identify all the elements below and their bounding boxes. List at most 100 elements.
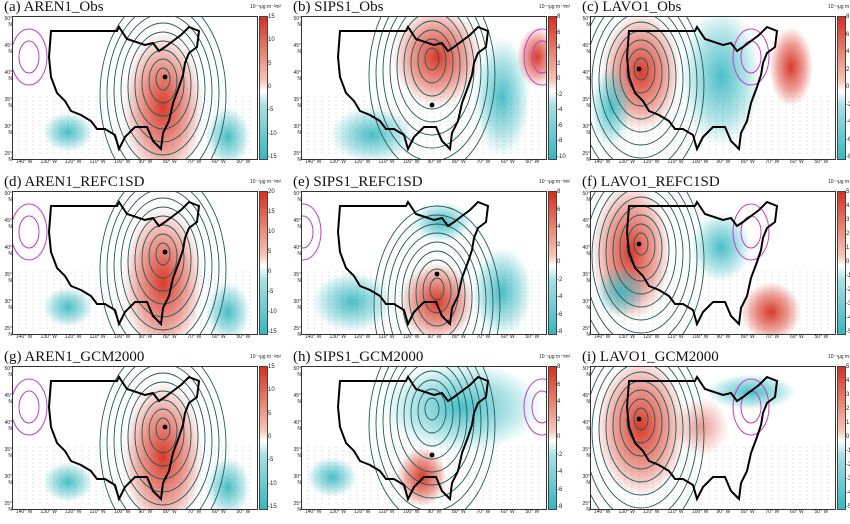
lon-label: 140° W: [594, 159, 611, 165]
lat-label: 25° N: [4, 501, 12, 513]
lat-label: 25° N: [582, 501, 590, 513]
map-panel: (a) AREN1_Obs 10⁻¹μg m⁻²m² 15 10 5 0 -5 -10 -15…: [0, 0, 283, 174]
lon-label: 120° W: [65, 509, 82, 515]
lat-label: 35° N: [582, 447, 590, 459]
lon-label: 80° W: [741, 159, 755, 165]
lat-label: 30° N: [4, 474, 12, 486]
colorbar-tick: 5: [268, 410, 272, 417]
contour-layer: [302, 203, 501, 334]
lon-label: 90° W: [427, 334, 442, 340]
map-canvas: [591, 192, 829, 334]
lon-label: 120° W: [643, 509, 660, 515]
colorbar-tick: -4: [846, 315, 850, 321]
coastline: [47, 375, 201, 502]
stipple-layer: [307, 271, 540, 329]
colorbar-tick: 4: [846, 49, 850, 55]
panel-title: (i) LAVO1_GCM2000: [582, 349, 719, 365]
colorbar-tick: -6: [557, 122, 563, 129]
lat-label: 35° N: [4, 97, 12, 109]
panel-title: (g) AREN1_GCM2000: [4, 349, 145, 365]
map-canvas: [13, 192, 251, 334]
colorbar-tick: -2: [557, 451, 563, 458]
lon-label: 120° W: [354, 159, 371, 165]
site-marker: [636, 241, 642, 247]
colorbar-unit: 10⁻¹μg m⁻²m²: [250, 4, 282, 10]
lon-label: 50° W: [236, 334, 251, 340]
colorbar: [259, 16, 268, 160]
map-panel: (e) SIPS1_REFC1SD 10⁻¹μg m⁻²m² 8 6 4 2 0 -2 -4 -…: [289, 174, 572, 349]
lat-label: 45° N: [582, 393, 590, 405]
map-canvas: [307, 17, 546, 159]
contour-layer: [368, 17, 546, 159]
panel-title: (d) AREN1_REFC1SD: [4, 174, 145, 190]
colorbar: [548, 191, 557, 335]
lon-label: 50° W: [525, 334, 540, 340]
lat-label: 35° N: [4, 447, 12, 459]
colorbar-tick: -2: [846, 462, 850, 468]
colorbar-tick: 8: [846, 14, 850, 20]
colorbar-tick: -4: [846, 119, 850, 125]
colorbar-tick: -8: [557, 329, 563, 335]
colorbar-tick: -5: [846, 504, 850, 510]
colorbar-tick: -3: [846, 476, 850, 482]
colorbar-tick: -4: [557, 469, 563, 475]
lon-label: 90° W: [427, 509, 442, 515]
contour-map: [301, 16, 547, 160]
colorbar-tick: -6: [557, 311, 563, 318]
lat-label: 30° N: [4, 299, 12, 311]
lat-label: 35° N: [293, 447, 301, 459]
shading-layer: [591, 17, 813, 147]
colorbar-tick: 4: [557, 45, 561, 52]
lon-label: 110° W: [378, 509, 395, 515]
lon-label: 70° W: [476, 159, 491, 165]
contour-map: [301, 191, 547, 335]
contour-layer: [591, 192, 770, 334]
lon-label: 120° W: [643, 159, 660, 165]
lat-label: 50° N: [582, 16, 590, 28]
lon-label: 80° W: [163, 334, 177, 340]
lon-label: 90° W: [138, 509, 153, 515]
colorbar-tick: 0: [557, 259, 561, 265]
colorbar: [837, 16, 846, 160]
colorbar-tick: 3: [846, 217, 850, 223]
lon-label: 60° W: [501, 509, 515, 515]
colorbar-tick: 6: [557, 206, 561, 213]
colorbar-tick: 2: [557, 241, 561, 248]
lon-label: 70° W: [765, 334, 780, 340]
map-canvas: [307, 367, 546, 509]
lat-label: 50° N: [582, 191, 590, 203]
colorbar-tick: -1: [846, 273, 850, 279]
lat-label: 35° N: [293, 97, 301, 109]
colorbar: [548, 366, 557, 510]
colorbar-tick: -15: [268, 329, 277, 335]
lon-label: 140° W: [305, 334, 322, 340]
lon-label: 90° W: [138, 334, 153, 340]
colorbar-tick: -4: [557, 107, 563, 114]
lon-label: 140° W: [16, 159, 33, 165]
site-marker: [434, 271, 440, 277]
colorbar-tick: 1: [846, 245, 850, 251]
lon-label: 50° W: [236, 159, 251, 165]
lat-label: 45° N: [293, 43, 301, 55]
lat-label: 50° N: [4, 366, 12, 378]
lon-label: 80° W: [741, 334, 755, 340]
lat-label: 25° N: [4, 151, 12, 163]
colorbar-tick: -10: [557, 154, 566, 160]
lon-label: 130° W: [329, 159, 346, 165]
lon-label: 90° W: [716, 159, 731, 165]
contour-layer: [13, 367, 227, 509]
colorbar-tick: 10: [268, 229, 275, 235]
panel-title: (e) SIPS1_REFC1SD: [293, 174, 423, 190]
lon-label: 100° W: [403, 334, 420, 340]
panel-title: (c) LAVO1_Obs: [582, 0, 682, 15]
colorbar-tick: -8: [557, 138, 563, 145]
map-panel: (d) AREN1_REFC1SD 10⁻¹μg m⁻²m² 20 15 10 5 0 -5…: [0, 174, 283, 349]
colorbar-tick: 15: [268, 364, 275, 370]
site-marker: [636, 416, 642, 422]
colorbar-tick: -10: [268, 130, 277, 137]
lon-label: 120° W: [643, 334, 660, 340]
lat-label: 45° N: [4, 218, 12, 230]
shading-layer: [307, 367, 542, 507]
stipple-layer: [307, 446, 540, 504]
